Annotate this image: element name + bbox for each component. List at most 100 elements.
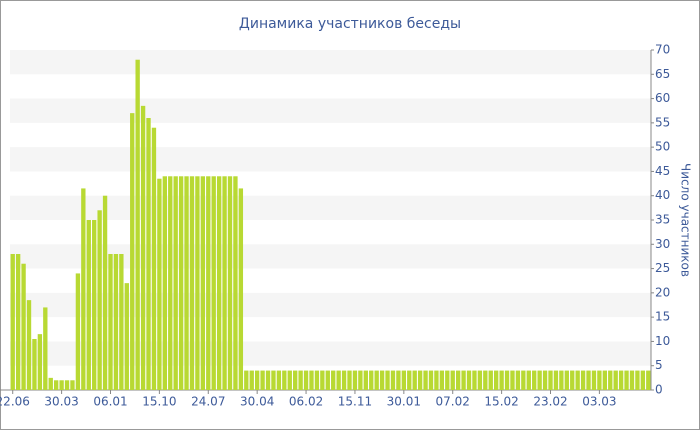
- bar: [341, 370, 347, 390]
- bar: [385, 370, 390, 390]
- bar: [48, 377, 53, 390]
- bar: [309, 370, 314, 390]
- bar: [336, 370, 341, 390]
- bar: [461, 370, 466, 390]
- bar: [21, 263, 26, 390]
- bar: [618, 370, 624, 390]
- bar: [586, 370, 591, 390]
- bar: [216, 176, 222, 390]
- bar: [260, 370, 265, 390]
- grid-band: [10, 50, 651, 75]
- bar: [108, 254, 113, 390]
- bar: [244, 370, 249, 390]
- x-tick-label: 15.11: [338, 395, 372, 409]
- bar: [271, 370, 276, 390]
- bar: [293, 370, 298, 390]
- y-tick-label: 15: [655, 310, 670, 324]
- bar: [526, 370, 531, 390]
- bar: [466, 370, 472, 390]
- bar: [510, 370, 515, 390]
- bar: [450, 370, 455, 390]
- bar: [157, 178, 162, 390]
- x-tick-label: 23.02: [533, 395, 567, 409]
- bar: [580, 370, 586, 390]
- y-tick-label: 45: [655, 164, 670, 178]
- bar: [195, 176, 200, 390]
- bar: [162, 176, 167, 390]
- x-tick-label: 22.06: [0, 395, 30, 409]
- bar: [102, 195, 108, 390]
- bar: [189, 176, 195, 390]
- x-tick-label: 30.03: [44, 395, 78, 409]
- x-tick-label: 30.04: [240, 395, 274, 409]
- y-axis-title: Число участников: [679, 163, 693, 277]
- bar: [200, 176, 206, 390]
- bar: [379, 370, 385, 390]
- y-tick-label: 60: [655, 91, 670, 105]
- bar: [140, 105, 146, 390]
- grid-band: [10, 147, 651, 172]
- bar: [629, 370, 635, 390]
- bar: [439, 370, 445, 390]
- bar: [119, 254, 124, 390]
- bar: [168, 176, 173, 390]
- y-tick-label: 10: [655, 334, 670, 348]
- bar: [130, 113, 135, 391]
- bar: [553, 370, 559, 390]
- bar: [537, 370, 542, 390]
- bar: [477, 370, 483, 390]
- grid-band: [10, 195, 651, 220]
- bar: [81, 188, 86, 390]
- bar: [222, 176, 227, 390]
- bar: [227, 176, 233, 390]
- bar: [92, 220, 97, 390]
- x-tick-label: 15.02: [484, 395, 518, 409]
- bar: [542, 370, 548, 390]
- bar: [488, 370, 493, 390]
- bar: [70, 380, 75, 390]
- bar: [390, 370, 396, 390]
- bar: [146, 118, 151, 390]
- bar: [575, 370, 580, 390]
- bar: [472, 370, 477, 390]
- bar: [254, 370, 260, 390]
- bar: [178, 176, 184, 390]
- bar: [564, 370, 569, 390]
- bar: [59, 380, 64, 390]
- bar: [238, 188, 244, 390]
- bar: [352, 370, 358, 390]
- bar: [282, 370, 287, 390]
- bar: [26, 300, 32, 390]
- bar: [608, 370, 613, 390]
- bar: [483, 370, 488, 390]
- bar: [602, 370, 607, 390]
- bar: [249, 370, 254, 390]
- y-tick-label: 30: [655, 237, 670, 251]
- bar: [124, 283, 129, 390]
- bar: [369, 370, 374, 390]
- bar: [314, 370, 320, 390]
- bar: [113, 254, 119, 390]
- y-tick-label: 5: [655, 358, 663, 372]
- y-tick-label: 35: [655, 213, 670, 227]
- bar: [331, 370, 336, 390]
- bar: [374, 370, 379, 390]
- bar: [135, 59, 140, 390]
- y-tick-label: 20: [655, 285, 670, 299]
- x-tick-label: 24.07: [191, 395, 225, 409]
- x-tick-label: 15.10: [142, 395, 176, 409]
- y-tick-label: 40: [655, 188, 670, 202]
- bar: [15, 254, 21, 390]
- x-tick-label: 06.01: [93, 395, 127, 409]
- bar: [428, 370, 434, 390]
- bar: [494, 370, 499, 390]
- y-tick-label: 25: [655, 261, 670, 275]
- bar: [521, 370, 526, 390]
- bar: [298, 370, 303, 390]
- bar: [504, 370, 510, 390]
- chart-title: Динамика участников беседы: [239, 16, 461, 32]
- bar: [211, 176, 216, 390]
- bar: [43, 307, 48, 390]
- bar: [646, 370, 651, 390]
- bar: [233, 176, 238, 390]
